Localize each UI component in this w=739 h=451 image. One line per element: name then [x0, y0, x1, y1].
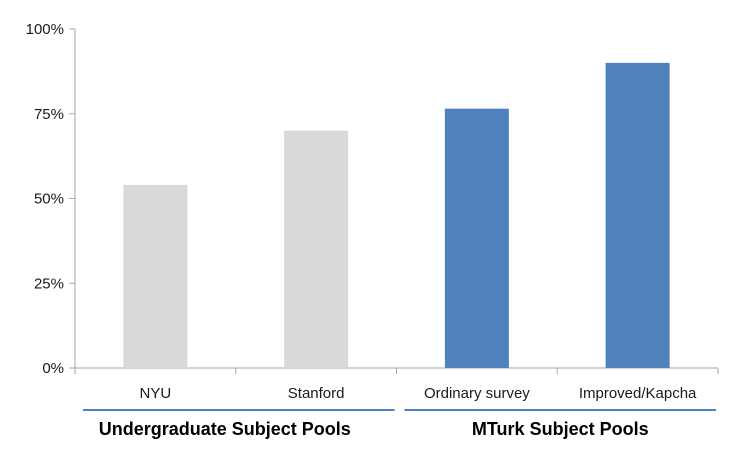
y-tick-label: 0%	[42, 360, 64, 377]
y-tick-label: 75%	[34, 106, 64, 123]
group-labels: Undergraduate Subject Pools MTurk Subject…	[83, 409, 716, 439]
bar	[605, 62, 670, 369]
x-category-label: Improved/Kapcha	[579, 385, 697, 402]
y-axis: 0% 25% 50% 75% 100%	[26, 21, 76, 377]
x-axis	[74, 367, 719, 374]
group-label: Undergraduate Subject Pools	[99, 419, 351, 439]
category-labels: NYU Stanford Ordinary survey Improved/Kapch…	[140, 385, 698, 402]
x-category-label: Ordinary survey	[424, 385, 530, 402]
bar	[123, 184, 188, 368]
bar	[444, 108, 509, 368]
group-label: MTurk Subject Pools	[472, 419, 649, 439]
y-tick-label: 50%	[34, 191, 64, 208]
bars	[123, 62, 670, 369]
bar	[284, 130, 349, 368]
y-tick-label: 100%	[26, 21, 64, 38]
y-tick-label: 25%	[34, 275, 64, 292]
x-category-label: Stanford	[288, 385, 345, 402]
x-category-label: NYU	[140, 385, 172, 402]
